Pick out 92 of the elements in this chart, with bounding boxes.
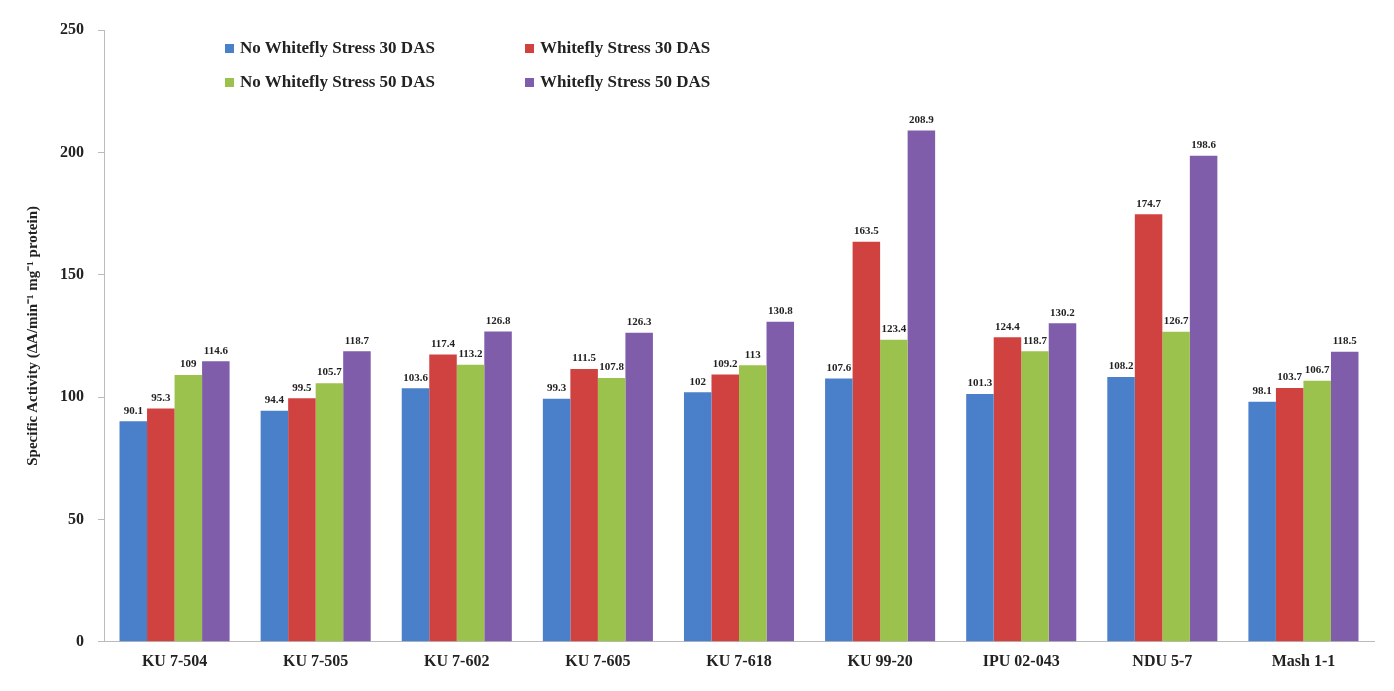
x-tick-label: KU 7-605 [565, 651, 631, 669]
bar [570, 368, 598, 642]
legend-label: Whitefly Stress 50 DAS [540, 72, 711, 92]
bar [202, 361, 230, 642]
bar [852, 241, 881, 642]
data-label: 94.4 [264, 393, 285, 406]
bar [542, 398, 571, 642]
data-label: 103.6 [403, 370, 429, 383]
bar [401, 388, 430, 642]
data-label: 101.3 [967, 376, 993, 389]
bar [1303, 380, 1331, 642]
bar [683, 392, 712, 642]
y-axis-title: Specific Activity (ΔA/min⁻¹ mg⁻¹ protein) [23, 206, 41, 466]
bar [456, 364, 485, 642]
data-label: 130.2 [1050, 305, 1076, 318]
bar [625, 332, 653, 642]
bar [119, 421, 148, 642]
bar [343, 351, 371, 642]
bar [966, 393, 994, 642]
x-tick-label: KU 7-618 [706, 651, 772, 669]
y-tick-label: 150 [60, 264, 84, 282]
bar [597, 377, 626, 642]
data-label: 114.6 [203, 343, 229, 356]
bar [288, 398, 316, 642]
data-label: 102 [689, 374, 707, 387]
legend-label: No Whitefly Stress 50 DAS [240, 72, 435, 92]
data-label: 198.6 [1191, 138, 1217, 151]
data-label: 111.5 [572, 351, 597, 364]
bar [315, 383, 344, 642]
data-label: 109.2 [712, 356, 739, 369]
data-label: 113 [744, 347, 762, 360]
bar [1248, 401, 1276, 642]
bar [260, 410, 289, 642]
bar [1048, 323, 1077, 642]
bar [1330, 351, 1359, 642]
data-label: 118.5 [1332, 334, 1358, 347]
data-label: 123.4 [881, 322, 907, 335]
bar [1107, 377, 1135, 642]
bar [739, 365, 767, 642]
bar [1162, 331, 1190, 642]
data-label: 126.3 [626, 315, 653, 328]
data-label: 130.8 [767, 304, 794, 317]
bar [429, 354, 457, 642]
data-label: 109 [180, 357, 198, 370]
y-tick-label: 0 [76, 631, 84, 649]
y-tick-label: 250 [60, 20, 84, 38]
bar [825, 378, 853, 642]
data-label: 113.2 [458, 347, 484, 360]
legend-label: No Whitefly Stress 30 DAS [240, 38, 435, 58]
bar [1134, 214, 1163, 642]
x-tick-label: KU 99-20 [847, 651, 913, 669]
data-label: 118.7 [1022, 333, 1048, 346]
bar [907, 130, 936, 642]
data-label: 117.4 [430, 336, 456, 349]
bar [484, 331, 512, 642]
data-label: 108.2 [1108, 359, 1134, 372]
data-label: 105.7 [317, 365, 343, 378]
bar [711, 374, 739, 642]
data-label: 118.7 [344, 333, 370, 346]
data-label: 106.7 [1304, 363, 1331, 376]
y-tick-label: 100 [60, 387, 84, 405]
data-label: 103.7 [1277, 370, 1303, 383]
data-label: 126.8 [485, 313, 511, 326]
data-label: 163.5 [853, 224, 880, 237]
x-tick-label: KU 7-504 [141, 651, 208, 669]
data-label: 107.8 [599, 360, 625, 373]
x-tick-label: Mash 1-1 [1271, 651, 1336, 669]
data-label: 98.1 [1252, 384, 1272, 397]
y-tick-label: 200 [60, 142, 84, 160]
data-label: 124.4 [995, 319, 1021, 332]
bar [174, 375, 203, 642]
data-label: 126.7 [1163, 314, 1189, 327]
x-tick-label: IPU 02-043 [982, 651, 1060, 669]
data-label: 174.7 [1136, 196, 1162, 209]
data-label: 90.1 [123, 403, 143, 416]
x-tick-label: KU 7-602 [424, 651, 490, 669]
data-label: 107.6 [826, 360, 852, 373]
data-label: 208.9 [909, 112, 935, 125]
bar [147, 408, 175, 642]
bar [1021, 351, 1049, 642]
x-tick-label: KU 7-505 [283, 651, 349, 669]
data-label: 99.5 [292, 380, 313, 393]
bar [766, 321, 795, 642]
y-tick-label: 50 [68, 509, 84, 527]
bar [993, 337, 1022, 642]
data-label: 95.3 [151, 390, 171, 403]
legend-label: Whitefly Stress 30 DAS [540, 38, 711, 58]
x-tick-label: NDU 5-7 [1132, 651, 1193, 669]
bar [1189, 155, 1218, 642]
data-label: 99.3 [546, 381, 567, 394]
bar [1275, 388, 1304, 642]
bar [880, 339, 908, 642]
